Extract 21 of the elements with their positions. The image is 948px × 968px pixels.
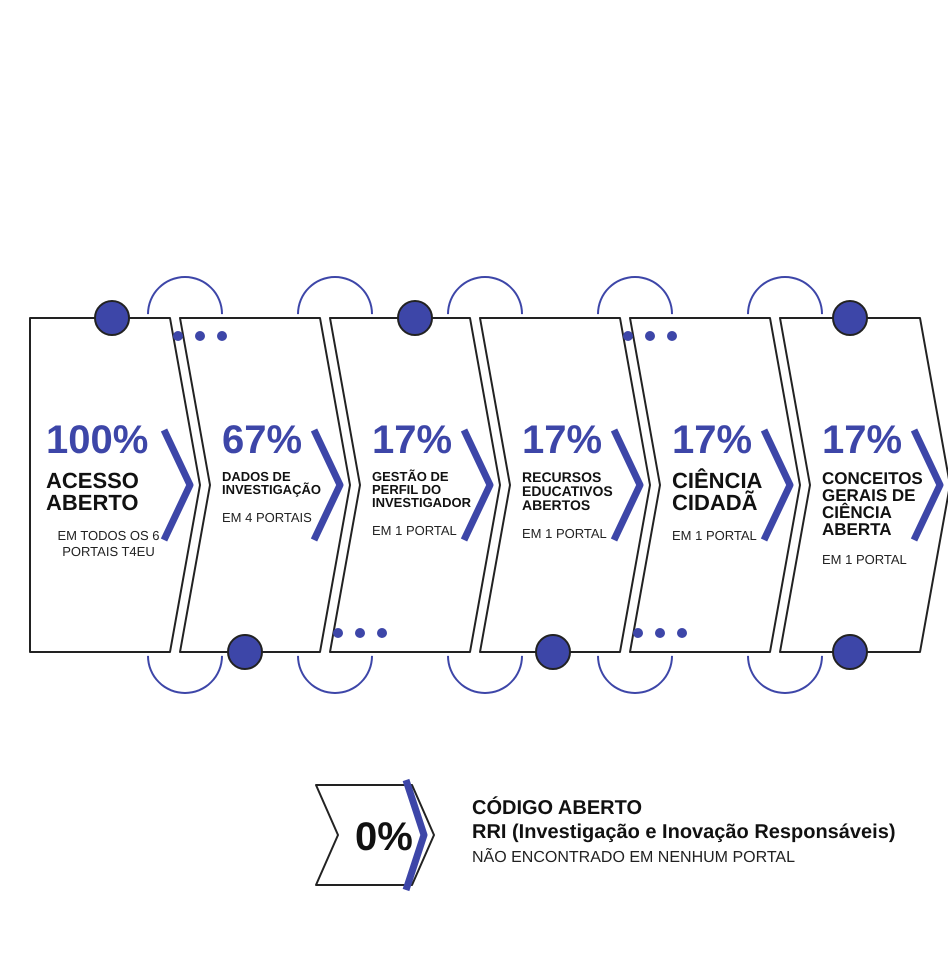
data-label: 17%: [822, 418, 902, 463]
category-label: GESTÃO DE PERFIL DO INVESTIGADOR: [372, 469, 472, 510]
category-label: DADOS DE INVESTIGAÇÃO: [222, 469, 322, 497]
text: EM 4 PORTAIS: [222, 510, 313, 526]
data-label: 17%: [372, 418, 452, 463]
data-label: 100%: [46, 418, 148, 463]
category-label: CÓDIGO ABERTO RRI (Investigação e Inovação Responsáveis): [472, 796, 896, 844]
category-label: RECURSOS EDUCATIVOS ABERTOS: [522, 469, 614, 513]
category-label: ACESSO ABERTO: [46, 468, 140, 515]
text: EM 1 PORTAL: [372, 523, 458, 540]
text: EM 1 PORTAL: [522, 526, 608, 542]
category-label: CIÊNCIA CIDADÃ: [672, 468, 763, 515]
category-label: CONCEITOS GERAIS DE CIÊNCIA ABERTA: [822, 469, 924, 539]
data-label: 0%: [355, 815, 413, 860]
text: EM TODOS OS 6 PORTAIS T4EU: [56, 528, 161, 560]
data-label: 17%: [672, 418, 752, 463]
text: NÃO ENCONTRADO EM NENHUM PORTAL: [472, 848, 795, 868]
data-label: 67%: [222, 418, 302, 463]
text: EM 1 PORTAL: [672, 528, 758, 544]
data-label: 17%: [522, 418, 602, 463]
text: EM 1 PORTAL: [822, 552, 908, 568]
